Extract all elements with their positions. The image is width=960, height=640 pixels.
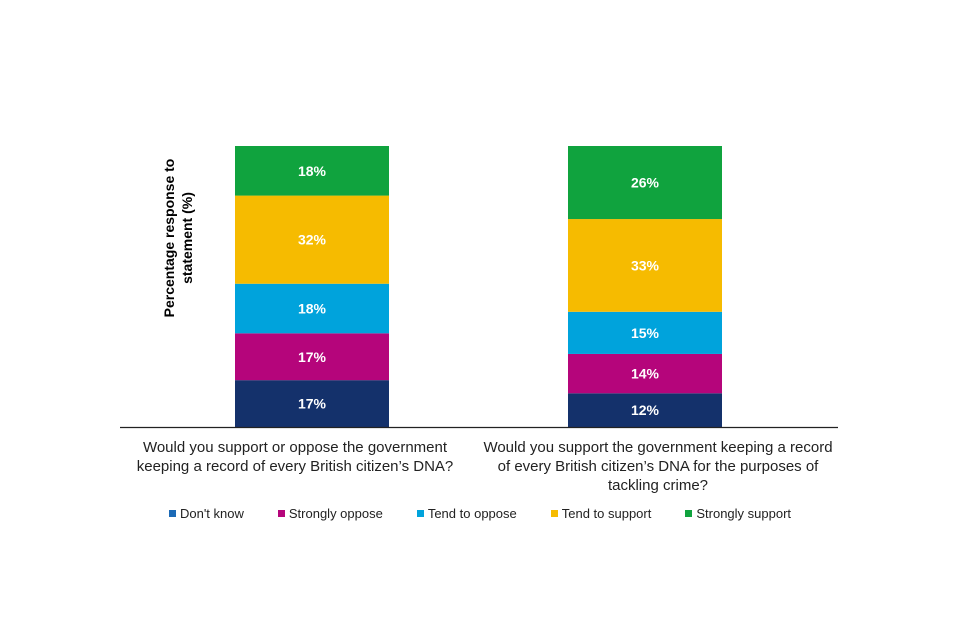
- bar-segment: [235, 333, 389, 381]
- bar-segment: [235, 195, 389, 284]
- bar-segment: [235, 146, 389, 196]
- legend-swatch: [685, 510, 693, 517]
- legend-item-strongly-oppose: Strongly oppose: [277, 506, 383, 521]
- legend-item-tend-to-oppose: Tend to oppose: [416, 506, 517, 521]
- legend-swatch: [416, 510, 424, 517]
- bar-segment: [235, 380, 389, 427]
- legend-item-tend-to-support: Tend to support: [550, 506, 652, 521]
- legend-label: Don't know: [179, 506, 244, 521]
- data-label: 33%: [631, 257, 660, 273]
- x-category-label: Would you support the government keeping…: [483, 439, 833, 494]
- legend-label: Strongly support: [696, 506, 792, 521]
- data-label: 17%: [298, 396, 327, 412]
- data-label: 15%: [631, 325, 660, 341]
- data-label: 32%: [298, 232, 327, 248]
- bar-segment: [568, 353, 722, 394]
- legend-swatch: [277, 510, 285, 517]
- x-category-label: Would you support or oppose the governme…: [136, 439, 454, 475]
- data-label: 26%: [631, 175, 660, 191]
- data-label: 14%: [631, 366, 660, 382]
- data-label: 12%: [631, 402, 660, 418]
- data-label: 18%: [298, 301, 327, 317]
- legend-label: Tend to support: [561, 506, 652, 521]
- bar-segment: [568, 393, 722, 427]
- legend-label: Tend to oppose: [427, 506, 517, 521]
- bar-segment: [568, 311, 722, 354]
- bar-segment: [235, 283, 389, 334]
- y-axis-label: Percentage response to statement (%): [161, 158, 195, 318]
- data-label: 18%: [298, 163, 327, 179]
- bar-segment: [568, 146, 722, 220]
- legend-swatch: [550, 510, 558, 517]
- legend-item-dont-know: Don't know: [168, 506, 244, 521]
- legend-label: Strongly oppose: [288, 506, 383, 521]
- legend-swatch: [168, 510, 176, 517]
- legend: Don't know Strongly oppose Tend to oppos…: [100, 506, 860, 521]
- legend-item-strongly-support: Strongly support: [685, 506, 791, 521]
- bar-segment: [568, 219, 722, 312]
- data-label: 17%: [298, 349, 327, 365]
